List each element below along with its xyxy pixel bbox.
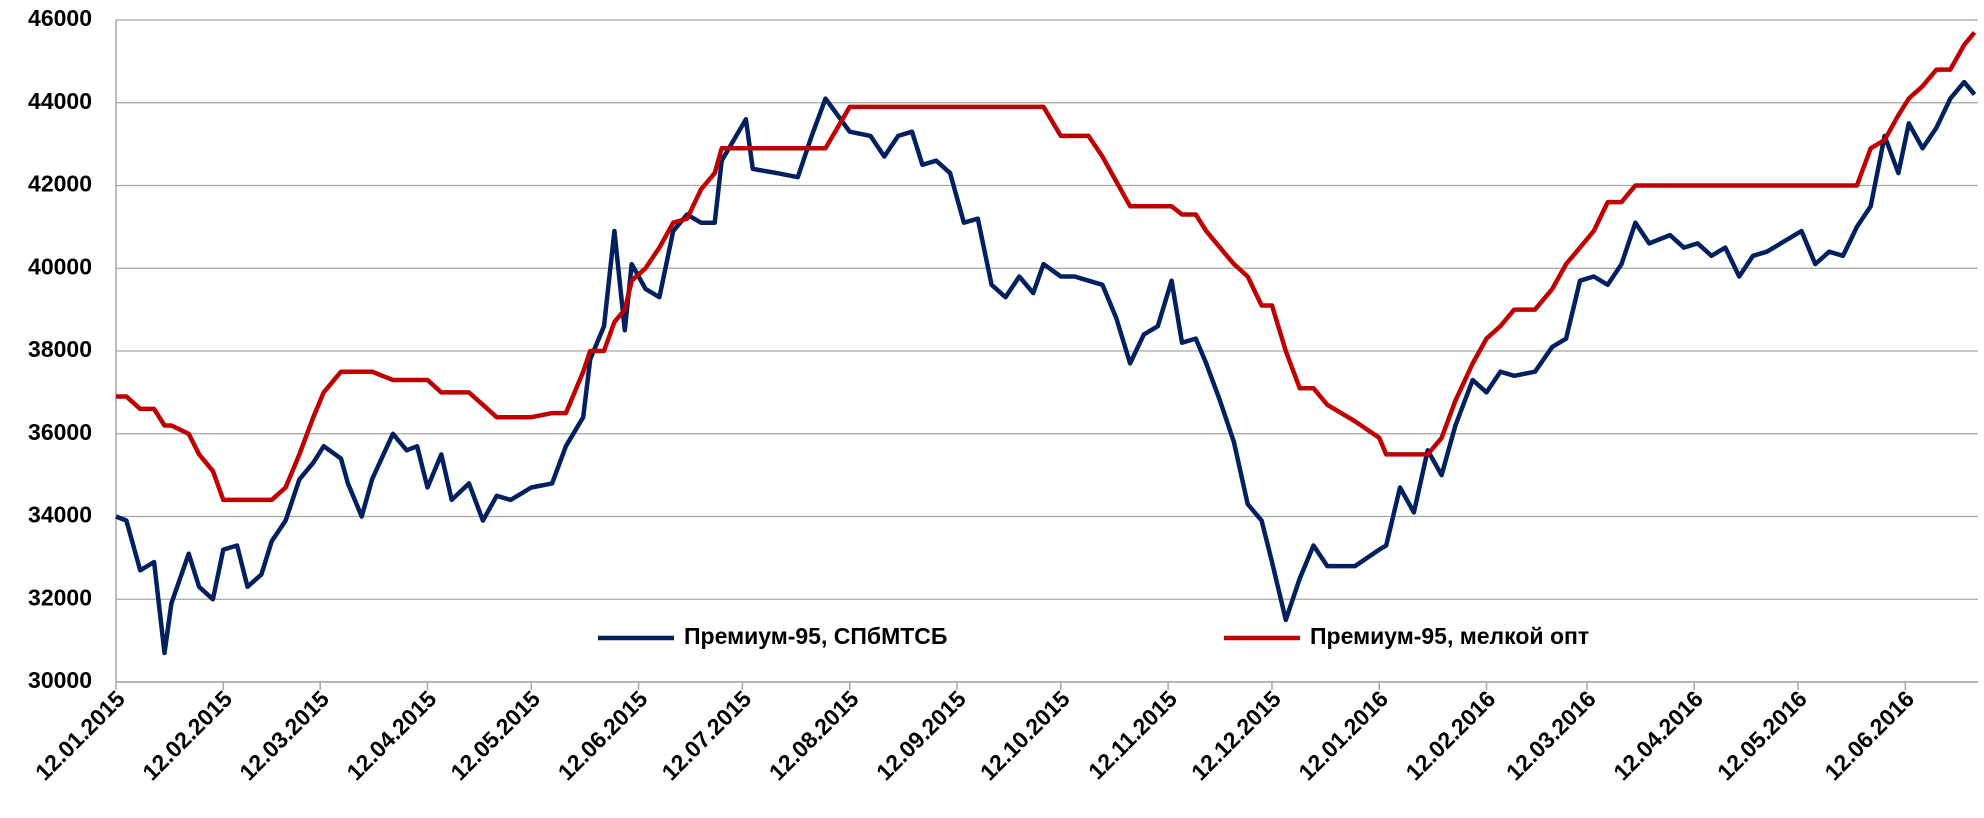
- y-tick-label: 38000: [28, 336, 92, 362]
- x-tick-label: 12.03.2016: [1501, 685, 1601, 785]
- x-tick-label: 12.08.2015: [764, 685, 864, 785]
- x-tick-label: 12.04.2016: [1608, 685, 1708, 785]
- x-tick-label: 12.04.2015: [342, 685, 442, 785]
- y-tick-label: 46000: [28, 5, 92, 31]
- y-tick-label: 30000: [28, 667, 92, 693]
- y-tick-label: 36000: [28, 419, 92, 445]
- x-tick-label: 12.11.2015: [1083, 685, 1182, 784]
- y-tick-label: 34000: [28, 502, 92, 528]
- y-tick-label: 42000: [28, 171, 92, 197]
- x-tick-label: 12.01.2015: [30, 685, 130, 785]
- legend-label: Премиум-95, СПбМТСБ: [684, 623, 947, 649]
- x-tick-label: 12.02.2016: [1401, 685, 1501, 785]
- x-tick-label: 12.05.2015: [445, 685, 545, 785]
- x-tick-label: 12.06.2015: [553, 685, 653, 785]
- y-tick-label: 32000: [28, 584, 92, 610]
- x-tick-label: 12.06.2016: [1819, 685, 1919, 785]
- y-tick-label: 44000: [28, 88, 92, 114]
- x-tick-label: 12.07.2015: [656, 685, 756, 785]
- x-tick-label: 12.05.2016: [1712, 685, 1812, 785]
- legend-label: Премиум-95, мелкой опт: [1310, 623, 1589, 649]
- x-tick-label: 12.12.2015: [1186, 685, 1286, 785]
- x-tick-label: 12.01.2016: [1293, 685, 1393, 785]
- x-tick-label: 12.02.2015: [137, 685, 237, 785]
- x-tick-label: 12.10.2015: [975, 685, 1075, 785]
- series-line: [115, 79, 1977, 656]
- x-tick-label: 12.03.2015: [234, 685, 334, 785]
- x-tick-label: 12.09.2015: [871, 685, 971, 785]
- series-line: [116, 30, 1977, 503]
- y-tick-label: 40000: [28, 253, 92, 279]
